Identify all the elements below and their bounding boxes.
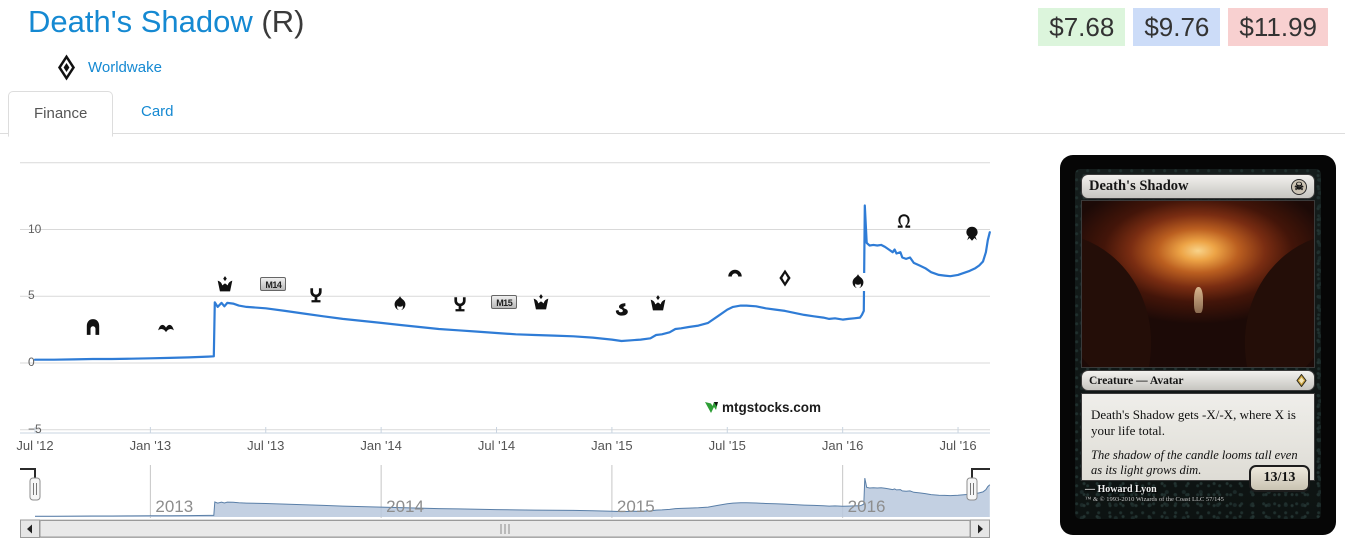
flavor-text: The shadow of the candle looms tall even… <box>1091 447 1298 477</box>
set-row: Worldwake <box>56 52 162 82</box>
demon-wing-left <box>1082 233 1182 367</box>
page-title: Death's Shadow (R) <box>28 4 304 40</box>
card-name-link[interactable]: Death's Shadow <box>28 4 253 39</box>
black-mana-icon: ☠ <box>1291 178 1307 195</box>
x-axis-label: Jul '16 <box>939 438 977 453</box>
card-frame: Death's Shadow ☠ Creature — Avatar Death… <box>1075 169 1321 519</box>
rules-text: Death's Shadow gets -X/-X, where X is yo… <box>1091 407 1296 438</box>
mtgstocks-logo-icon <box>704 400 719 415</box>
navigator-line <box>35 477 991 517</box>
price-high: $11.99 <box>1228 8 1328 46</box>
set-marker-icon-magic-origins <box>726 263 744 281</box>
set-marker-icon-oath-of-the-gatewatch <box>849 272 868 291</box>
set-marker-icon-dragon-s-maze <box>216 275 234 293</box>
price-badges: $7.68 $9.76 $11.99 <box>1038 8 1328 46</box>
x-axis-label: Jan '13 <box>129 438 172 453</box>
card-title-bar: Death's Shadow ☠ <box>1081 174 1315 199</box>
x-axis-label: Jan '16 <box>821 438 864 453</box>
x-axis-label: Jul '12 <box>16 438 54 453</box>
x-axis-label: Jul '13 <box>247 438 285 453</box>
set-marker-icon-magic-2015: M15 <box>491 294 518 309</box>
price-history-chart[interactable]: 10 5 0 −5 Jul '12 Jan '13 Jul '13 Jan '14 Jul '1… <box>16 150 992 548</box>
card-rarity: (R) <box>261 4 305 39</box>
navigator-handle-right[interactable] <box>966 477 978 501</box>
mtgstocks-watermark: mtgstocks.com <box>704 400 821 415</box>
price-line-series[interactable] <box>33 204 991 361</box>
card-type-line: Creature — Avatar <box>1081 370 1315 391</box>
set-marker-icon-gatecrash <box>157 318 175 336</box>
y-axis-label: 10 <box>28 221 42 236</box>
set-marker-icon-battle-for-zendikar <box>776 269 794 287</box>
scrollbar-right-arrow-icon <box>978 524 983 534</box>
set-marker-icon-born-of-the-gods <box>391 295 409 313</box>
tab-card[interactable]: Card <box>141 103 174 120</box>
set-marker-icon-fate-reforged <box>613 301 631 319</box>
navigator-year-label: 2015 <box>616 497 655 516</box>
set-link[interactable]: Worldwake <box>88 58 162 76</box>
x-axis-label: Jan '15 <box>591 438 633 453</box>
worldwake-set-symbol-icon <box>1296 373 1307 388</box>
navigator-year-label: 2016 <box>847 497 886 516</box>
card-text-box: Death's Shadow gets -X/-X, where X is yo… <box>1081 393 1315 492</box>
card-footer: — Howard Lyon ™ & © 1993-2010 Wizards of… <box>1081 481 1315 514</box>
human-figure <box>1194 287 1203 314</box>
navigator-outline <box>20 468 990 478</box>
tab-bar: Finance Card <box>0 88 1345 137</box>
watermark-text: mtgstocks.com <box>722 400 822 415</box>
power-toughness: 13/13 <box>1249 465 1310 492</box>
set-marker-icon-journey-into-nyx <box>451 295 469 313</box>
set-marker-icon-return-to-ravnica <box>84 318 102 336</box>
y-axis-label: 5 <box>28 288 35 303</box>
navigator-handle-left[interactable] <box>29 477 41 501</box>
x-axis-label: Jul '15 <box>708 438 746 453</box>
tab-finance[interactable]: Finance <box>8 91 114 137</box>
set-marker-icon-khans-of-tarkir <box>532 293 550 311</box>
x-axis-label: Jan '14 <box>360 438 402 453</box>
set-marker-icon-magic-2014: M14 <box>260 277 287 292</box>
navigator-area[interactable] <box>35 478 990 517</box>
x-axis-label: Jul '14 <box>477 438 516 453</box>
set-marker-icon-eldritch-moon <box>963 225 981 243</box>
y-axis-label: 0 <box>28 355 35 369</box>
chart-canvas[interactable] <box>20 150 992 548</box>
demon-wing-right <box>1214 233 1314 367</box>
price-low: $7.68 <box>1038 8 1126 46</box>
card-preview: Death's Shadow ☠ Creature — Avatar Death… <box>1060 155 1336 535</box>
navigator-handle-right-grip <box>970 483 974 495</box>
set-marker-icon-dragons-of-tarkir <box>649 294 667 312</box>
navigator-year-label: 2013 <box>155 497 194 516</box>
scrollbar-left-arrow-icon <box>27 524 32 534</box>
copyright-line: ™ & © 1993-2010 Wizards of the Coast LLC… <box>1085 496 1224 503</box>
set-marker-icon-shadows-over-innistrad <box>895 212 913 230</box>
scrollbar-grip <box>500 524 510 534</box>
navigator-year-label: 2014 <box>386 497 424 516</box>
y-axis-label: −5 <box>28 421 42 436</box>
card-art <box>1081 200 1315 368</box>
type-line-text: Creature — Avatar <box>1089 374 1184 387</box>
card-title-text: Death's Shadow <box>1089 178 1189 194</box>
worldwake-hedron-icon <box>56 54 77 81</box>
artist-credit: — Howard Lyon <box>1085 484 1157 495</box>
price-average: $9.76 <box>1133 8 1221 46</box>
set-marker-icon-theros <box>307 286 325 304</box>
navigator-handle-left-grip <box>33 483 37 495</box>
